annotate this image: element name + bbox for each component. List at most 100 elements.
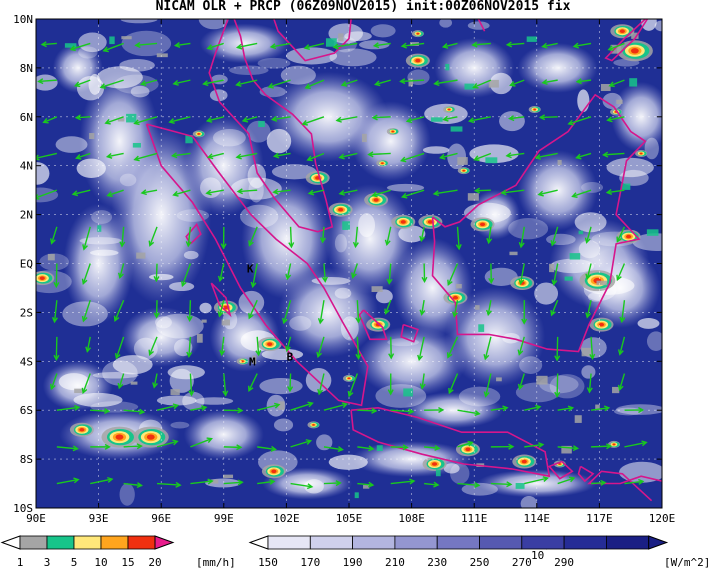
wind-vector [248,373,258,392]
wind-vector-head [367,151,374,158]
precip-speck [223,474,234,479]
cloud-streak [36,162,50,185]
wind-vector [357,482,373,486]
cloud-streak [328,23,363,44]
wind-vector-head [518,278,525,286]
wind-vector-head [500,189,507,196]
cloud-streak [176,209,210,222]
y-tick-label: 2N [20,209,33,222]
wind-vector [149,336,158,355]
precip-speck [515,482,525,489]
precip-intense [415,58,421,63]
wind-vector [557,407,573,411]
wind-vector [590,336,594,359]
wind-vector-head [74,114,82,121]
wind-vector-head [567,119,574,126]
wind-vector-head [517,349,524,356]
cloud-streak [644,137,659,160]
wind-vector-head [399,156,407,163]
wind-vector-head [235,81,242,87]
city-markers: K M B [247,262,294,368]
wind-vector [506,152,525,157]
cloud-streak [499,111,525,132]
wind-vector [608,42,625,51]
cloud-streak [113,74,159,95]
wind-vector-head [81,387,88,395]
coastline [210,282,232,318]
wind-vector-head [467,117,475,124]
precip-speck [132,142,141,148]
wind-vector-head [82,244,88,251]
wind-vector-head [432,190,440,197]
cloud-streak [199,302,212,314]
cloud-streak [334,234,348,253]
wind-vector [115,336,125,359]
wind-vector [290,482,313,488]
cloud-streak [286,47,338,65]
wind-vector-head [282,317,288,325]
wind-vector [248,299,258,319]
wind-vector-head [351,272,357,279]
wind-vector-head [49,383,56,391]
wind-vector [375,79,391,86]
precip-speck [526,36,537,42]
wind-vector [542,79,558,84]
precip-intense [312,423,315,426]
wind-vector-head [73,81,81,88]
wind-vector [390,480,415,485]
wind-vector [248,226,258,246]
wind-vector [443,42,458,48]
wind-vector [336,116,358,122]
cloud-streak [209,89,228,102]
wind-vector-head [617,349,624,356]
cloud-streak [398,225,426,243]
wind-vector [390,446,408,449]
cloud-streak [329,48,377,67]
wind-vector-head [133,119,140,126]
wind-vector [155,263,158,281]
wind-vector [207,116,224,122]
precip-speck [564,276,573,281]
cloud-patch [121,306,202,367]
wind-vector-head [248,240,254,247]
wind-vector [556,373,559,397]
wind-vector [473,79,492,89]
wind-vector-head [419,235,426,243]
coastline [577,465,595,483]
precip-speck [64,43,77,48]
wind-vector-head [217,275,224,283]
precip-intense [391,130,395,133]
x-tick-label: 90E [26,512,46,525]
y-tick-label: 8N [20,62,33,75]
wind-vector-head [317,318,324,325]
wind-vector [190,480,213,485]
olr-colorbar: 150 170 190 210 230 250 270 290 [248,535,669,569]
wind-vector [619,336,626,355]
cloud-streak [212,128,246,147]
wind-vector-head [332,43,339,50]
precip-intense [521,459,527,464]
wind-vector [107,152,124,158]
precip-speck [210,479,219,484]
wind-vector-head [542,476,550,482]
wind-vector [484,336,492,360]
wind-vector [402,189,425,198]
wind-vector-head [400,42,408,49]
wind-vector-head [433,481,440,488]
olr-colorbar-swatch [394,535,438,550]
wind-vector-head [538,442,545,449]
wind-vector [90,478,113,485]
wind-vector-head [99,83,106,89]
wind-vector [434,79,458,85]
wind-vector-head [567,405,575,412]
wind-vector-head [235,153,242,160]
cloud-streak [121,30,172,57]
wind-vector [447,263,459,285]
precip-speck [616,99,623,104]
cloud-streak [508,218,549,240]
precip-intense [619,29,625,34]
wind-vector-head [306,155,313,162]
wind-vector [107,189,124,197]
wind-vector [43,116,58,124]
cloud-streak [370,24,396,38]
